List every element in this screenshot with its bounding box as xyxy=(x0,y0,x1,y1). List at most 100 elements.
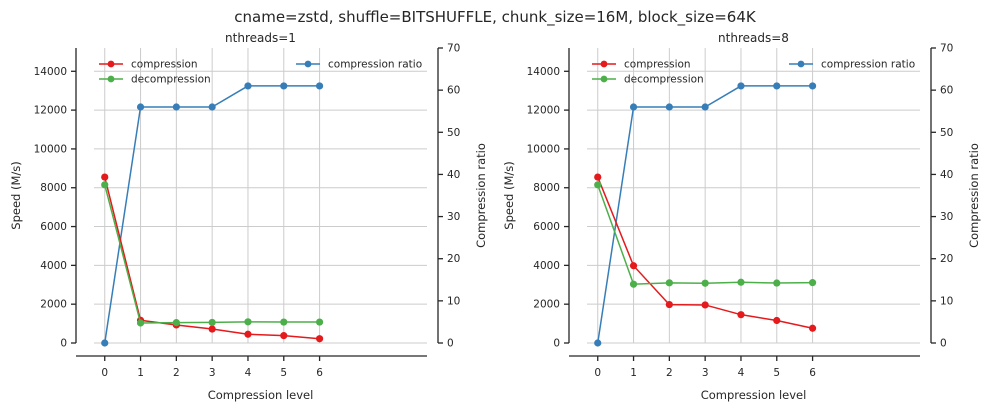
left-tick-label-10000: 10000 xyxy=(527,143,560,155)
right-tick-label-60: 60 xyxy=(447,85,460,97)
data-point-compression-ratio-1 xyxy=(629,103,638,111)
data-point-compression-3 xyxy=(208,325,216,333)
data-point-compression-ratio-3 xyxy=(701,103,709,111)
data-point-compression-ratio-5 xyxy=(280,82,288,90)
data-point-decompression-5 xyxy=(773,279,781,287)
x-tick-label-3: 3 xyxy=(702,367,709,379)
subplot-nthreads-1: 0200040006000800010000120001400001020304… xyxy=(9,31,488,402)
left-tick-label-6000: 6000 xyxy=(533,221,560,233)
data-point-decompression-0 xyxy=(594,181,602,189)
data-point-compression-0 xyxy=(594,173,602,181)
data-point-compression-0 xyxy=(101,173,109,181)
left-tick-label-12000: 12000 xyxy=(527,105,560,117)
legend-label-compression-ratio: compression ratio xyxy=(821,59,915,71)
data-point-compression-ratio-5 xyxy=(773,82,781,90)
data-point-decompression-2 xyxy=(172,319,180,327)
data-point-decompression-1 xyxy=(136,319,145,327)
data-point-compression-4 xyxy=(737,311,745,319)
right-tick-label-40: 40 xyxy=(447,169,460,181)
left-tick-label-8000: 8000 xyxy=(40,182,67,194)
legend-label-compression-ratio: compression ratio xyxy=(328,59,422,71)
data-point-compression-ratio-6 xyxy=(315,82,324,90)
data-point-compression-ratio-4 xyxy=(737,82,745,90)
data-point-decompression-4 xyxy=(737,278,745,286)
data-point-decompression-1 xyxy=(629,280,638,288)
data-point-decompression-3 xyxy=(208,318,216,327)
x-tick-label-4: 4 xyxy=(245,367,252,379)
left-tick-label-10000: 10000 xyxy=(34,143,67,155)
right-tick-label-70: 70 xyxy=(940,43,953,55)
x-tick-label-6: 6 xyxy=(809,367,816,379)
y-axis-label-right: Compression ratio xyxy=(967,143,981,248)
left-tick-label-4000: 4000 xyxy=(40,260,67,272)
left-tick-label-0: 0 xyxy=(60,338,67,350)
data-point-decompression-4 xyxy=(244,318,252,326)
data-point-compression-2 xyxy=(665,300,673,309)
right-tick-label-30: 30 xyxy=(940,211,953,223)
right-tick-label-20: 20 xyxy=(940,253,953,265)
right-tick-label-10: 10 xyxy=(447,295,460,307)
left-tick-label-0: 0 xyxy=(553,338,560,350)
right-tick-label-50: 50 xyxy=(447,127,460,139)
legend-marker-compression-ratio xyxy=(304,60,312,68)
subplot-nthreads-8: 0 2000 4000 6000 8000 10000 12000 14000 0 10 20 30 4… xyxy=(502,31,981,402)
left-tick-label-14000: 14000 xyxy=(34,66,67,78)
left-tick-label-12000: 12000 xyxy=(34,105,67,117)
figure-suptitle: cname=zstd, shuffle=BITSHUFFLE, chunk_si… xyxy=(234,8,757,27)
right-tick-label-70: 70 xyxy=(447,43,460,55)
x-tick-label-0: 0 xyxy=(101,367,108,379)
data-point-compression-5 xyxy=(280,332,288,340)
x-axis-label: Compression level xyxy=(701,388,807,402)
legend-marker-decompression xyxy=(107,75,115,83)
right-tick-label-0: 0 xyxy=(940,338,947,350)
data-point-compression-4 xyxy=(244,330,252,338)
right-tick-label-20: 20 xyxy=(447,253,460,265)
data-point-decompression-6 xyxy=(808,279,817,287)
x-tick-label-3: 3 xyxy=(209,367,216,379)
legend-label-compression: compression xyxy=(624,59,691,71)
right-tick-label-60: 60 xyxy=(940,85,953,97)
data-point-compression-1 xyxy=(629,262,638,270)
data-point-compression-ratio-6 xyxy=(808,82,817,90)
x-tick-label-6: 6 xyxy=(316,367,323,379)
data-point-compression-5 xyxy=(773,316,781,325)
left-tick-label-14000: 14000 xyxy=(527,66,560,78)
data-point-compression-3 xyxy=(701,301,709,309)
subplot-title: nthreads=8 xyxy=(718,31,789,45)
left-tick-label-4000: 4000 xyxy=(533,260,560,272)
left-tick-label-2000: 2000 xyxy=(40,299,67,311)
right-tick-label-30: 30 xyxy=(447,211,460,223)
legend-label-decompression: decompression xyxy=(624,74,704,86)
data-point-decompression-0 xyxy=(101,181,109,189)
y-axis-label-left: Speed (M/s) xyxy=(9,161,23,229)
data-point-decompression-2 xyxy=(665,279,673,287)
data-point-compression-ratio-2 xyxy=(665,103,673,111)
x-tick-label-5: 5 xyxy=(280,367,287,379)
y-axis-label-left: Speed (M/s) xyxy=(502,161,516,229)
data-point-decompression-6 xyxy=(315,318,324,326)
legend-marker-compression xyxy=(600,60,608,68)
x-axis-label: Compression level xyxy=(208,388,314,402)
right-tick-label-40: 40 xyxy=(940,169,953,181)
data-point-compression-ratio-2 xyxy=(172,103,180,111)
data-point-compression-6 xyxy=(808,324,817,332)
left-tick-label-2000: 2000 xyxy=(533,299,560,311)
right-tick-label-50: 50 xyxy=(940,127,953,139)
left-tick-label-8000: 8000 xyxy=(533,182,560,194)
legend-label-decompression: decompression xyxy=(131,74,211,86)
data-point-decompression-5 xyxy=(280,318,288,326)
right-tick-label-0: 0 xyxy=(447,338,454,350)
data-point-compression-ratio-0 xyxy=(101,339,109,347)
y-axis-label-right: Compression ratio xyxy=(474,143,488,248)
data-point-compression-ratio-1 xyxy=(136,103,145,111)
data-point-compression-6 xyxy=(315,335,324,343)
x-tick-label-4: 4 xyxy=(738,367,745,379)
data-point-compression-ratio-3 xyxy=(208,103,216,111)
data-point-decompression-3 xyxy=(701,279,709,287)
x-tick-label-1: 1 xyxy=(630,367,637,379)
x-tick-label-2: 2 xyxy=(666,367,673,379)
legend-marker-compression xyxy=(107,60,115,68)
right-tick-label-10: 10 xyxy=(940,295,953,307)
subplot-title: nthreads=1 xyxy=(225,31,296,45)
